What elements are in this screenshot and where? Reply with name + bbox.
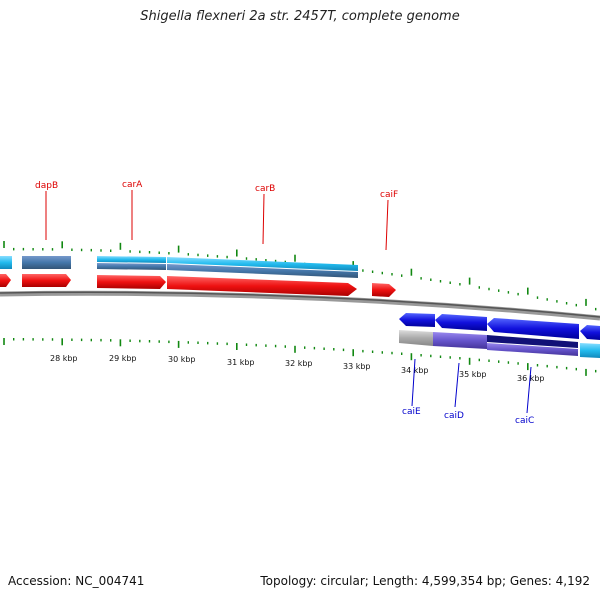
forward-feature-track [0, 256, 358, 278]
forward-gene-labels: dapB carA carB caiF [35, 180, 398, 251]
scale-label: 35 kbp [459, 370, 487, 379]
cds-arrow-right[interactable] [580, 325, 600, 340]
gene-label-caiE[interactable]: caiE [402, 407, 421, 417]
scale-label: 29 kbp [109, 354, 137, 363]
gene-label-carA[interactable]: carA [122, 180, 143, 190]
reverse-feature-track [399, 330, 600, 358]
scale-label: 36 kbp [517, 374, 545, 383]
accession-text: Accession: NC_004741 [8, 574, 145, 588]
feature-cyan-carB[interactable] [167, 257, 358, 271]
gene-leader-line [385, 199, 389, 251]
cds-arrow-caiC[interactable] [487, 318, 579, 339]
feature-steel-dapB[interactable] [22, 256, 71, 269]
feature-navy-caiC[interactable] [487, 335, 578, 348]
cds-arrow-dapB[interactable] [22, 274, 71, 287]
gene-label-caiD[interactable]: caiD [444, 411, 464, 421]
genome-backbone [0, 290, 600, 321]
scale-label: 28 kbp [50, 354, 78, 363]
reverse-gene-labels: caiE caiD caiC [402, 358, 534, 426]
cds-arrow-caiD[interactable] [435, 314, 487, 331]
gene-label-dapB[interactable]: dapB [35, 181, 58, 191]
feature-cyan-left[interactable] [0, 256, 12, 269]
scale-label: 32 kbp [285, 359, 313, 368]
gene-leader-line [454, 362, 460, 408]
cds-arrow-left[interactable] [0, 274, 11, 287]
genome-summary: Topology: circular; Length: 4,599,354 bp… [260, 574, 590, 588]
cds-arrow-caiE[interactable] [399, 313, 435, 327]
gene-leader-line [262, 193, 265, 245]
feature-steel-carB[interactable] [167, 264, 358, 278]
scale-label: 31 kbp [227, 358, 255, 367]
gene-leader-line [411, 358, 416, 407]
feature-purple-caiD[interactable] [433, 332, 487, 349]
gene-label-caiF[interactable]: caiF [380, 190, 398, 200]
feature-steel-carA[interactable] [97, 263, 166, 270]
gene-label-caiC[interactable]: caiC [515, 416, 534, 426]
reverse-cds-track [399, 313, 600, 340]
genome-backbone-highlight [0, 291, 600, 318]
inner-tick-ring [3, 338, 597, 376]
gene-leader-line [526, 366, 532, 414]
feature-purple-caiC[interactable] [487, 343, 578, 356]
forward-cds-track [0, 274, 396, 297]
cds-arrow-caiF[interactable] [372, 283, 396, 297]
gene-label-carB[interactable]: carB [255, 184, 275, 194]
cds-arrow-carB[interactable] [167, 276, 357, 296]
scale-label: 30 kbp [168, 355, 196, 364]
feature-cyan-right[interactable] [580, 343, 600, 358]
feature-cyan-carA[interactable] [97, 256, 166, 263]
scale-label: 33 kbp [343, 362, 371, 371]
feature-grey-caiE[interactable] [399, 330, 433, 346]
cds-arrow-carA[interactable] [97, 275, 166, 289]
map-title: Shigella flexneri 2a str. 2457T, complet… [140, 9, 460, 24]
